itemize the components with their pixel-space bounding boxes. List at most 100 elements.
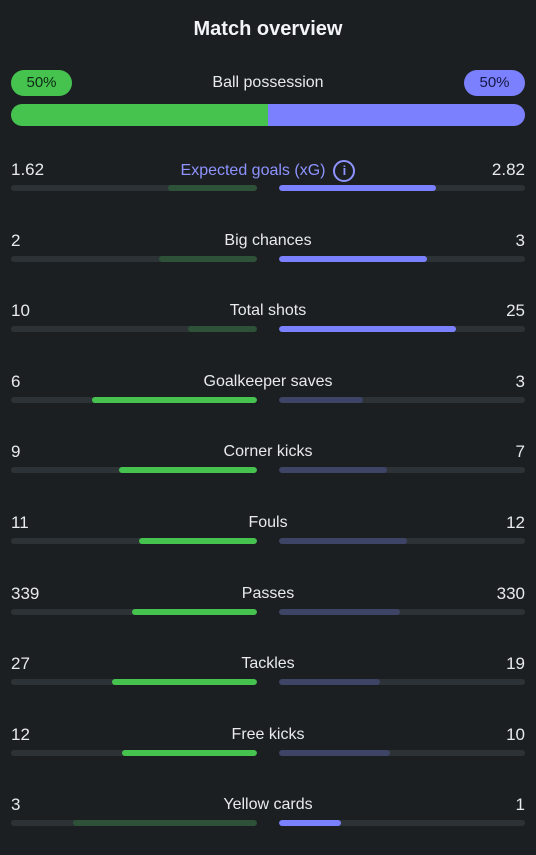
home-bar-track xyxy=(11,255,257,262)
home-bar-track xyxy=(11,185,257,191)
away-bar-track xyxy=(279,326,525,333)
away-bar-fill xyxy=(279,679,380,686)
stat-label: Free kicks xyxy=(11,725,525,745)
stat-row: 2 Big chances 3 xyxy=(11,231,525,271)
stat-row: 11 Fouls 12 xyxy=(11,513,525,553)
away-value: 330 xyxy=(496,583,525,603)
home-bar-fill xyxy=(168,185,257,191)
stat-label: Tackles xyxy=(11,654,525,674)
away-bar-fill xyxy=(279,608,400,615)
away-bar-track xyxy=(279,820,525,827)
home-value: 2 xyxy=(11,230,21,250)
home-bar-fill xyxy=(111,679,257,686)
stat-label-text: Goalkeeper saves xyxy=(203,372,333,390)
stat-label: Corner kicks xyxy=(11,442,525,462)
stat-row: 339 Passes 330 xyxy=(11,584,525,624)
stat-label-text: Fouls xyxy=(248,514,288,531)
home-bar-track xyxy=(11,820,257,827)
away-bar-track xyxy=(279,255,525,262)
home-bar-fill xyxy=(138,538,257,544)
stat-label-text: Total shots xyxy=(229,302,307,320)
stat-label-text: Corner kicks xyxy=(223,443,313,461)
away-possession-badge: 50% xyxy=(464,70,525,96)
home-bar-fill xyxy=(131,608,257,615)
possession-row: 50% Ball possession 50% xyxy=(11,70,525,96)
away-bar-fill xyxy=(279,255,427,262)
away-bar-fill xyxy=(279,396,363,403)
stat-label-text: Tackles xyxy=(241,655,295,673)
stat-row: 12 Free kicks 10 xyxy=(11,725,525,765)
home-value: 12 xyxy=(11,724,30,744)
away-bar-fill xyxy=(279,749,390,756)
info-icon[interactable]: i xyxy=(333,160,356,182)
possession-bar xyxy=(11,104,525,126)
home-value: 3 xyxy=(11,795,21,815)
home-bar-fill xyxy=(121,749,257,756)
home-bar-track xyxy=(11,326,257,333)
home-bar-fill xyxy=(188,326,257,333)
away-bar-track xyxy=(279,679,525,686)
stat-row: 1.62 Expected goals (xG) i 2.82 xyxy=(11,160,525,200)
stat-row: 10 Total shots 25 xyxy=(11,301,525,341)
away-value: 3 xyxy=(515,371,525,391)
stat-label: Fouls xyxy=(11,513,525,533)
away-bar-fill xyxy=(279,326,457,333)
away-value: 12 xyxy=(506,513,525,532)
home-bar-track xyxy=(11,538,257,544)
home-bar-fill xyxy=(92,396,257,403)
home-bar-track xyxy=(11,749,257,756)
away-bar-track xyxy=(279,538,525,544)
away-bar-fill xyxy=(279,467,388,474)
home-value: 10 xyxy=(11,301,30,321)
home-bar-fill xyxy=(72,820,257,827)
home-possession-badge: 50% xyxy=(11,70,72,96)
possession-bar-away xyxy=(268,104,525,126)
home-value: 6 xyxy=(11,371,21,391)
stat-row: 9 Corner kicks 7 xyxy=(11,442,525,482)
away-bar-fill xyxy=(279,820,341,827)
away-bar-fill xyxy=(279,185,437,191)
home-value: 1.62 xyxy=(11,160,45,179)
stat-label-text: Free kicks xyxy=(231,725,305,743)
away-value: 7 xyxy=(515,442,525,462)
away-value: 2.82 xyxy=(491,160,525,179)
home-bar-fill xyxy=(119,467,257,474)
away-value: 19 xyxy=(506,654,525,674)
stat-label: Expected goals (xG) i xyxy=(11,160,525,182)
home-value: 27 xyxy=(11,654,30,674)
away-bar-track xyxy=(279,749,525,756)
away-value: 3 xyxy=(515,230,525,250)
home-bar-fill xyxy=(158,255,257,262)
home-value: 9 xyxy=(11,442,21,462)
possession-bar-home xyxy=(11,104,268,126)
stat-row: 27 Tackles 19 xyxy=(11,654,525,694)
stat-label-text: Yellow cards xyxy=(223,796,313,814)
stat-label: Total shots xyxy=(11,301,525,321)
away-bar-track xyxy=(279,185,525,191)
stat-label-text: Expected goals (xG) xyxy=(180,162,326,179)
stat-label: Goalkeeper saves xyxy=(11,372,525,392)
home-bar-track xyxy=(11,467,257,474)
away-value: 10 xyxy=(506,724,525,744)
away-bar-track xyxy=(279,608,525,615)
stat-row: 6 Goalkeeper saves 3 xyxy=(11,372,525,412)
stat-label: Big chances xyxy=(11,231,525,251)
stat-label-text: Big chances xyxy=(224,231,312,249)
possession-label: Ball possession xyxy=(212,74,324,91)
away-value: 25 xyxy=(506,301,525,321)
away-value: 1 xyxy=(515,795,525,815)
home-value: 339 xyxy=(11,583,40,603)
stat-label-text: Passes xyxy=(241,584,295,602)
page-title: Match overview xyxy=(193,18,343,40)
home-bar-track xyxy=(11,608,257,615)
away-bar-track xyxy=(279,467,525,474)
away-bar-track xyxy=(279,396,525,403)
stat-row: 3 Yellow cards 1 xyxy=(11,795,525,835)
stat-label: Passes xyxy=(11,584,525,604)
away-bar-fill xyxy=(279,538,407,544)
home-bar-track xyxy=(11,679,257,686)
stat-label: Yellow cards xyxy=(11,795,525,815)
home-value: 11 xyxy=(11,513,29,532)
home-bar-track xyxy=(11,396,257,403)
